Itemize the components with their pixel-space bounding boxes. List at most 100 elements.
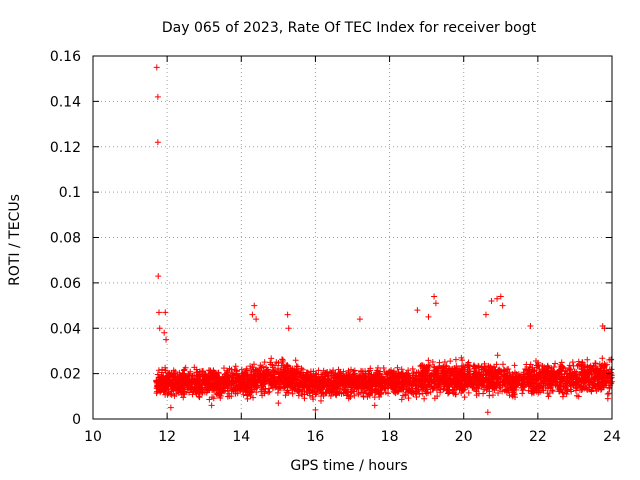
data-point (597, 386, 604, 393)
data-point (392, 390, 399, 397)
data-point (524, 378, 531, 385)
data-point (154, 371, 161, 378)
data-point (433, 372, 440, 379)
data-point (264, 366, 271, 373)
data-point (393, 371, 400, 378)
data-point (230, 378, 237, 385)
data-point (467, 371, 474, 378)
data-point (232, 363, 239, 370)
data-point (294, 373, 301, 380)
data-point (477, 376, 484, 383)
data-point (199, 368, 206, 375)
data-point (268, 375, 275, 382)
data-point (445, 383, 452, 390)
data-point (275, 360, 282, 367)
data-point (481, 386, 488, 393)
data-point (244, 395, 251, 402)
data-point (589, 378, 596, 385)
data-point (431, 367, 438, 374)
data-point (429, 385, 436, 392)
data-point (322, 372, 329, 379)
data-point (472, 364, 479, 371)
data-point (367, 378, 374, 385)
data-point (449, 386, 456, 393)
data-point (501, 367, 508, 374)
data-point (217, 381, 224, 388)
data-point (594, 368, 601, 375)
data-point (537, 379, 544, 386)
data-point (213, 377, 220, 384)
data-point (459, 367, 466, 374)
data-point (465, 382, 472, 389)
data-point (430, 363, 437, 370)
data-point (258, 386, 265, 393)
data-point (261, 377, 268, 384)
data-point (546, 382, 553, 389)
data-point (209, 386, 216, 393)
data-point (316, 378, 323, 385)
data-point (362, 368, 369, 375)
data-point (298, 365, 305, 372)
data-point (276, 369, 283, 376)
data-point (552, 360, 559, 367)
data-point (192, 379, 199, 386)
data-point (499, 388, 506, 395)
x-tick-label: 12 (158, 429, 176, 445)
data-point (222, 383, 229, 390)
data-point (260, 363, 267, 370)
data-point (437, 389, 444, 396)
data-point (162, 378, 169, 385)
data-point (260, 372, 267, 379)
data-point (549, 387, 556, 394)
data-point (374, 388, 381, 395)
data-point (497, 293, 504, 300)
data-point (207, 375, 214, 382)
data-point (257, 362, 264, 369)
data-point (405, 377, 412, 384)
data-point (588, 388, 595, 395)
data-point (461, 394, 468, 401)
data-point (485, 371, 492, 378)
data-point (426, 361, 433, 368)
data-point (471, 368, 478, 375)
data-point (253, 377, 260, 384)
data-point (447, 358, 454, 365)
data-point (243, 372, 250, 379)
data-point (527, 379, 534, 386)
data-point (546, 369, 553, 376)
data-point (497, 371, 504, 378)
data-point (272, 377, 279, 384)
x-tick-label: 10 (84, 429, 102, 445)
data-point (437, 381, 444, 388)
data-point (381, 376, 388, 383)
data-point (475, 370, 482, 377)
data-point (425, 357, 432, 364)
data-point (315, 367, 322, 374)
data-point (424, 390, 431, 397)
data-point (484, 384, 491, 391)
data-point (595, 372, 602, 379)
data-point (563, 384, 570, 391)
data-point (576, 386, 583, 393)
data-point (295, 382, 302, 389)
data-point (298, 391, 305, 398)
data-point (461, 364, 468, 371)
data-point (545, 393, 552, 400)
data-point (422, 377, 429, 384)
data-point (464, 372, 471, 379)
data-point (391, 379, 398, 386)
data-point (326, 383, 333, 390)
tick-labels: 10 12 14 16 18 20 22 24 0 0.02 0.04 0.06 0.08 0.1 0.12… (50, 49, 621, 445)
data-point (163, 373, 170, 380)
x-tick-label: 14 (232, 429, 250, 445)
data-point (285, 325, 292, 332)
data-point (381, 385, 388, 392)
data-point (266, 388, 273, 395)
data-point (405, 380, 412, 387)
data-point (419, 384, 426, 391)
data-point (558, 376, 565, 383)
data-point (185, 378, 192, 385)
data-point (180, 394, 187, 401)
data-point (211, 371, 218, 378)
data-point (591, 374, 598, 381)
